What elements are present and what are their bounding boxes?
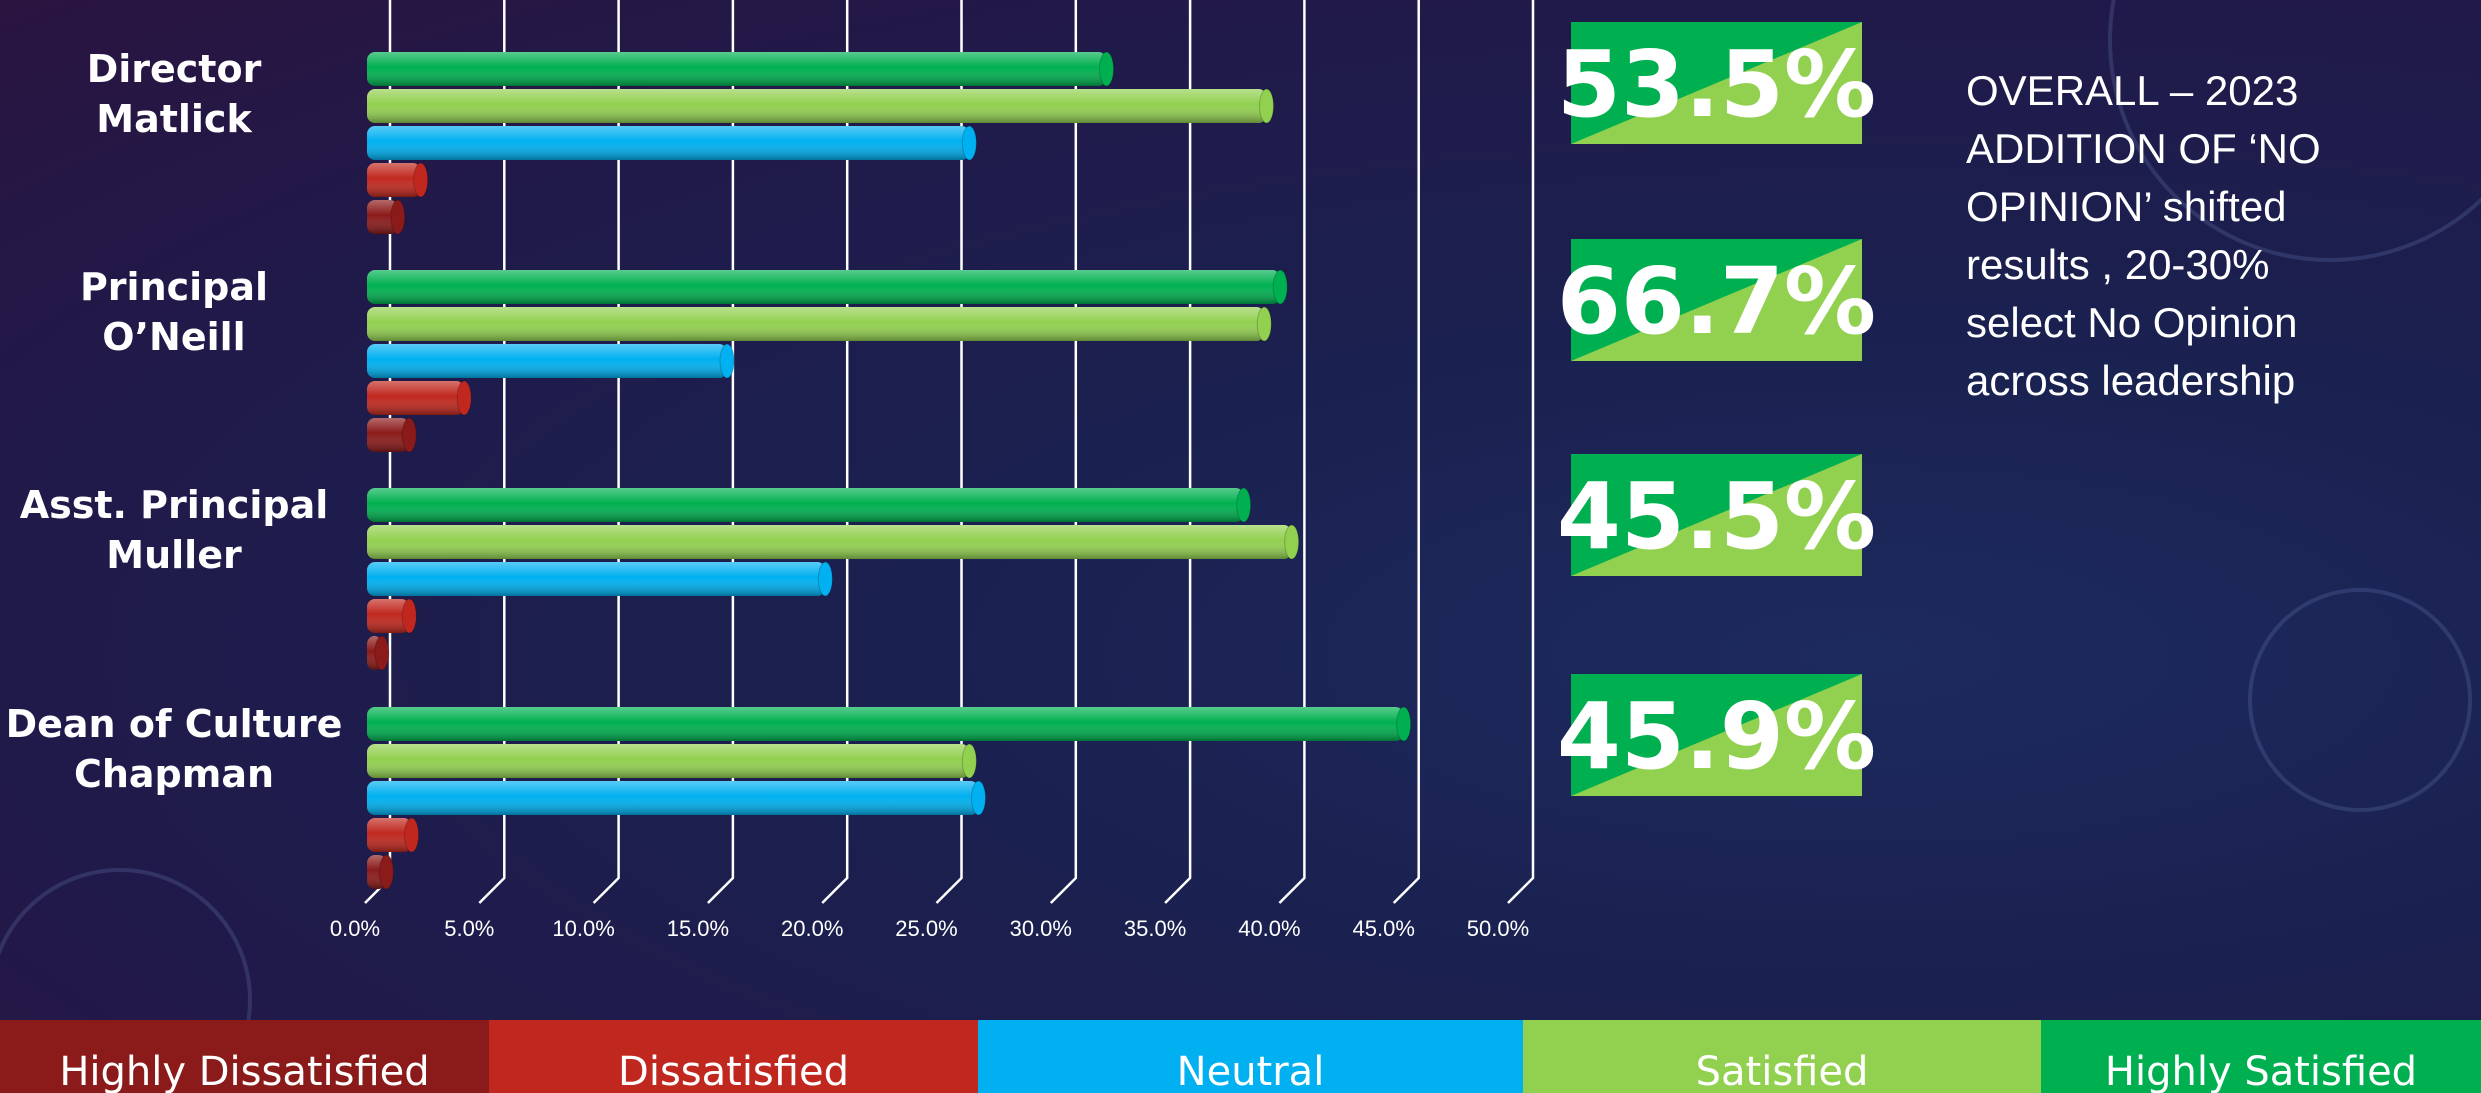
callout-label: 53.5% bbox=[1557, 31, 1876, 138]
legend-label: Neutral bbox=[1177, 1049, 1325, 1093]
callout-label: 66.7% bbox=[1557, 248, 1876, 355]
x-tick-label: 35.0% bbox=[1124, 916, 1186, 941]
bar-shade bbox=[367, 270, 1280, 304]
bar-cap bbox=[1100, 52, 1114, 86]
x-tick-label: 5.0% bbox=[444, 916, 494, 941]
x-tick-label: 0.0% bbox=[330, 916, 380, 941]
bar-shade bbox=[367, 344, 727, 378]
bar-shade bbox=[367, 707, 1404, 741]
bar-shade bbox=[367, 89, 1267, 123]
bar-cap bbox=[720, 344, 734, 378]
x-tick-label: 45.0% bbox=[1353, 916, 1415, 941]
note: OVERALL – 2023 ADDITION OF ‘NO OPINION’ … bbox=[1966, 62, 2321, 410]
legend-label: Highly Satisfied bbox=[2105, 1049, 2417, 1093]
bar-cap bbox=[972, 781, 986, 815]
legend-label: Highly Dissatisfied bbox=[59, 1049, 429, 1093]
bar-shade bbox=[367, 381, 464, 415]
x-tick-label: 40.0% bbox=[1238, 916, 1300, 941]
x-tick-label: 10.0% bbox=[552, 916, 614, 941]
category-label: Dean of Culture Chapman bbox=[4, 699, 344, 799]
bar-cap bbox=[405, 818, 419, 852]
bar-cap bbox=[457, 381, 471, 415]
bar-shade bbox=[367, 163, 421, 197]
bar-cap bbox=[1257, 307, 1271, 341]
legend-label: Dissatisfied bbox=[618, 1049, 849, 1093]
bar-cap bbox=[414, 163, 428, 197]
grid-line bbox=[1508, 0, 1533, 903]
bar-cap bbox=[1260, 89, 1274, 123]
grid-line bbox=[1165, 0, 1190, 903]
category-label: Director Matlick bbox=[4, 44, 344, 144]
bar-cap bbox=[1273, 270, 1287, 304]
grid-line bbox=[1051, 0, 1076, 903]
x-tick-label: 50.0% bbox=[1467, 916, 1529, 941]
x-tick-label: 20.0% bbox=[781, 916, 843, 941]
bar-cap bbox=[1397, 707, 1411, 741]
bar-shade bbox=[367, 781, 979, 815]
category-label: Asst. Principal Muller bbox=[4, 480, 344, 580]
bar-cap bbox=[391, 200, 405, 234]
callout-label: 45.5% bbox=[1557, 463, 1876, 570]
bar-cap bbox=[1285, 525, 1299, 559]
bar-shade bbox=[367, 488, 1244, 522]
bar-cap bbox=[402, 418, 416, 452]
bar-cap bbox=[818, 562, 832, 596]
legend-label: Satisfied bbox=[1696, 1049, 1869, 1093]
bar-shade bbox=[367, 744, 969, 778]
x-tick-label: 15.0% bbox=[667, 916, 729, 941]
bar-cap bbox=[379, 855, 393, 889]
bar-cap bbox=[1237, 488, 1251, 522]
grid-line bbox=[1279, 0, 1304, 903]
grid-line bbox=[1394, 0, 1419, 903]
bar-cap bbox=[962, 744, 976, 778]
bar-cap bbox=[402, 599, 416, 633]
x-tick-label: 30.0% bbox=[1010, 916, 1072, 941]
bar-cap bbox=[375, 636, 389, 670]
bar-shade bbox=[367, 126, 969, 160]
bar-shade bbox=[367, 525, 1292, 559]
bar-cap bbox=[962, 126, 976, 160]
bar-shade bbox=[367, 307, 1264, 341]
page: 0.0% 5.0% 10.0% 15.0% 20.0% 25.0% 30.0% 35.0% 40… bbox=[0, 0, 2481, 1093]
bar-shade bbox=[367, 52, 1107, 86]
bar-shade bbox=[367, 562, 825, 596]
callout-label: 45.9% bbox=[1557, 683, 1876, 790]
x-tick-label: 25.0% bbox=[895, 916, 957, 941]
category-label: Principal O’Neill bbox=[4, 262, 344, 362]
